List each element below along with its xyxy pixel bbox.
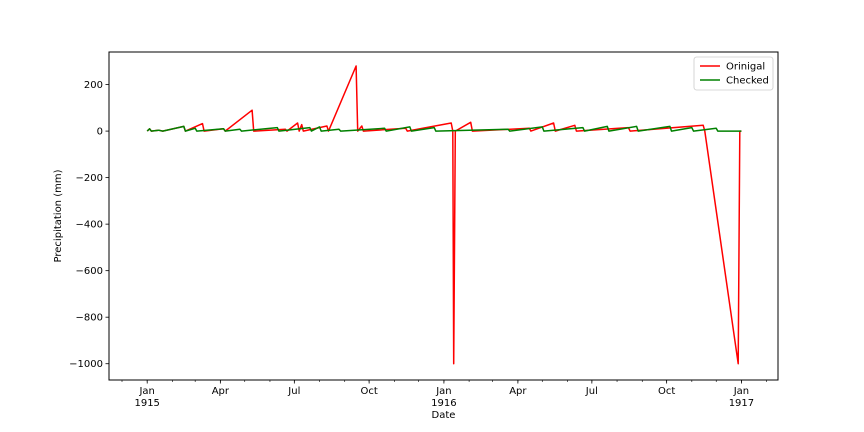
y-axis: 200 0 −200 −400 −600 −800 −1000 xyxy=(69,80,109,370)
x-tick-year-label: 1916 xyxy=(431,398,456,409)
x-tick-label: Jan xyxy=(138,386,154,397)
y-tick-label: −200 xyxy=(76,173,103,184)
x-axis-label: Date xyxy=(432,410,456,421)
series-line-0 xyxy=(146,65,742,365)
y-axis-label: Precipitation (mm) xyxy=(53,169,64,262)
x-tick-label: Jan xyxy=(435,386,451,397)
x-tick-label: Apr xyxy=(509,386,527,397)
y-tick-label: −1000 xyxy=(69,359,103,370)
y-tick-label: −400 xyxy=(76,220,103,231)
x-tick-year-label: 1915 xyxy=(134,398,159,409)
plot-series-layer xyxy=(146,65,742,365)
y-tick-label: 200 xyxy=(84,80,103,91)
legend-label: Orinigal xyxy=(726,62,765,73)
y-tick-label: −800 xyxy=(76,313,103,324)
x-tick-label: Oct xyxy=(658,386,675,397)
legend: Orinigal Checked xyxy=(693,56,774,91)
x-tick-label: Jul xyxy=(585,386,598,397)
x-tick-label: Jul xyxy=(287,386,300,397)
x-tick-label: Jan xyxy=(733,386,749,397)
y-tick-label: −600 xyxy=(76,266,103,277)
legend-label: Checked xyxy=(726,76,769,87)
y-tick-label: 0 xyxy=(97,127,103,138)
plot-frame xyxy=(108,51,779,381)
x-tick-label: Apr xyxy=(212,386,230,397)
series-line-1 xyxy=(146,125,742,132)
x-tick-year-label: 1917 xyxy=(729,398,754,409)
x-tick-label: Oct xyxy=(360,386,377,397)
